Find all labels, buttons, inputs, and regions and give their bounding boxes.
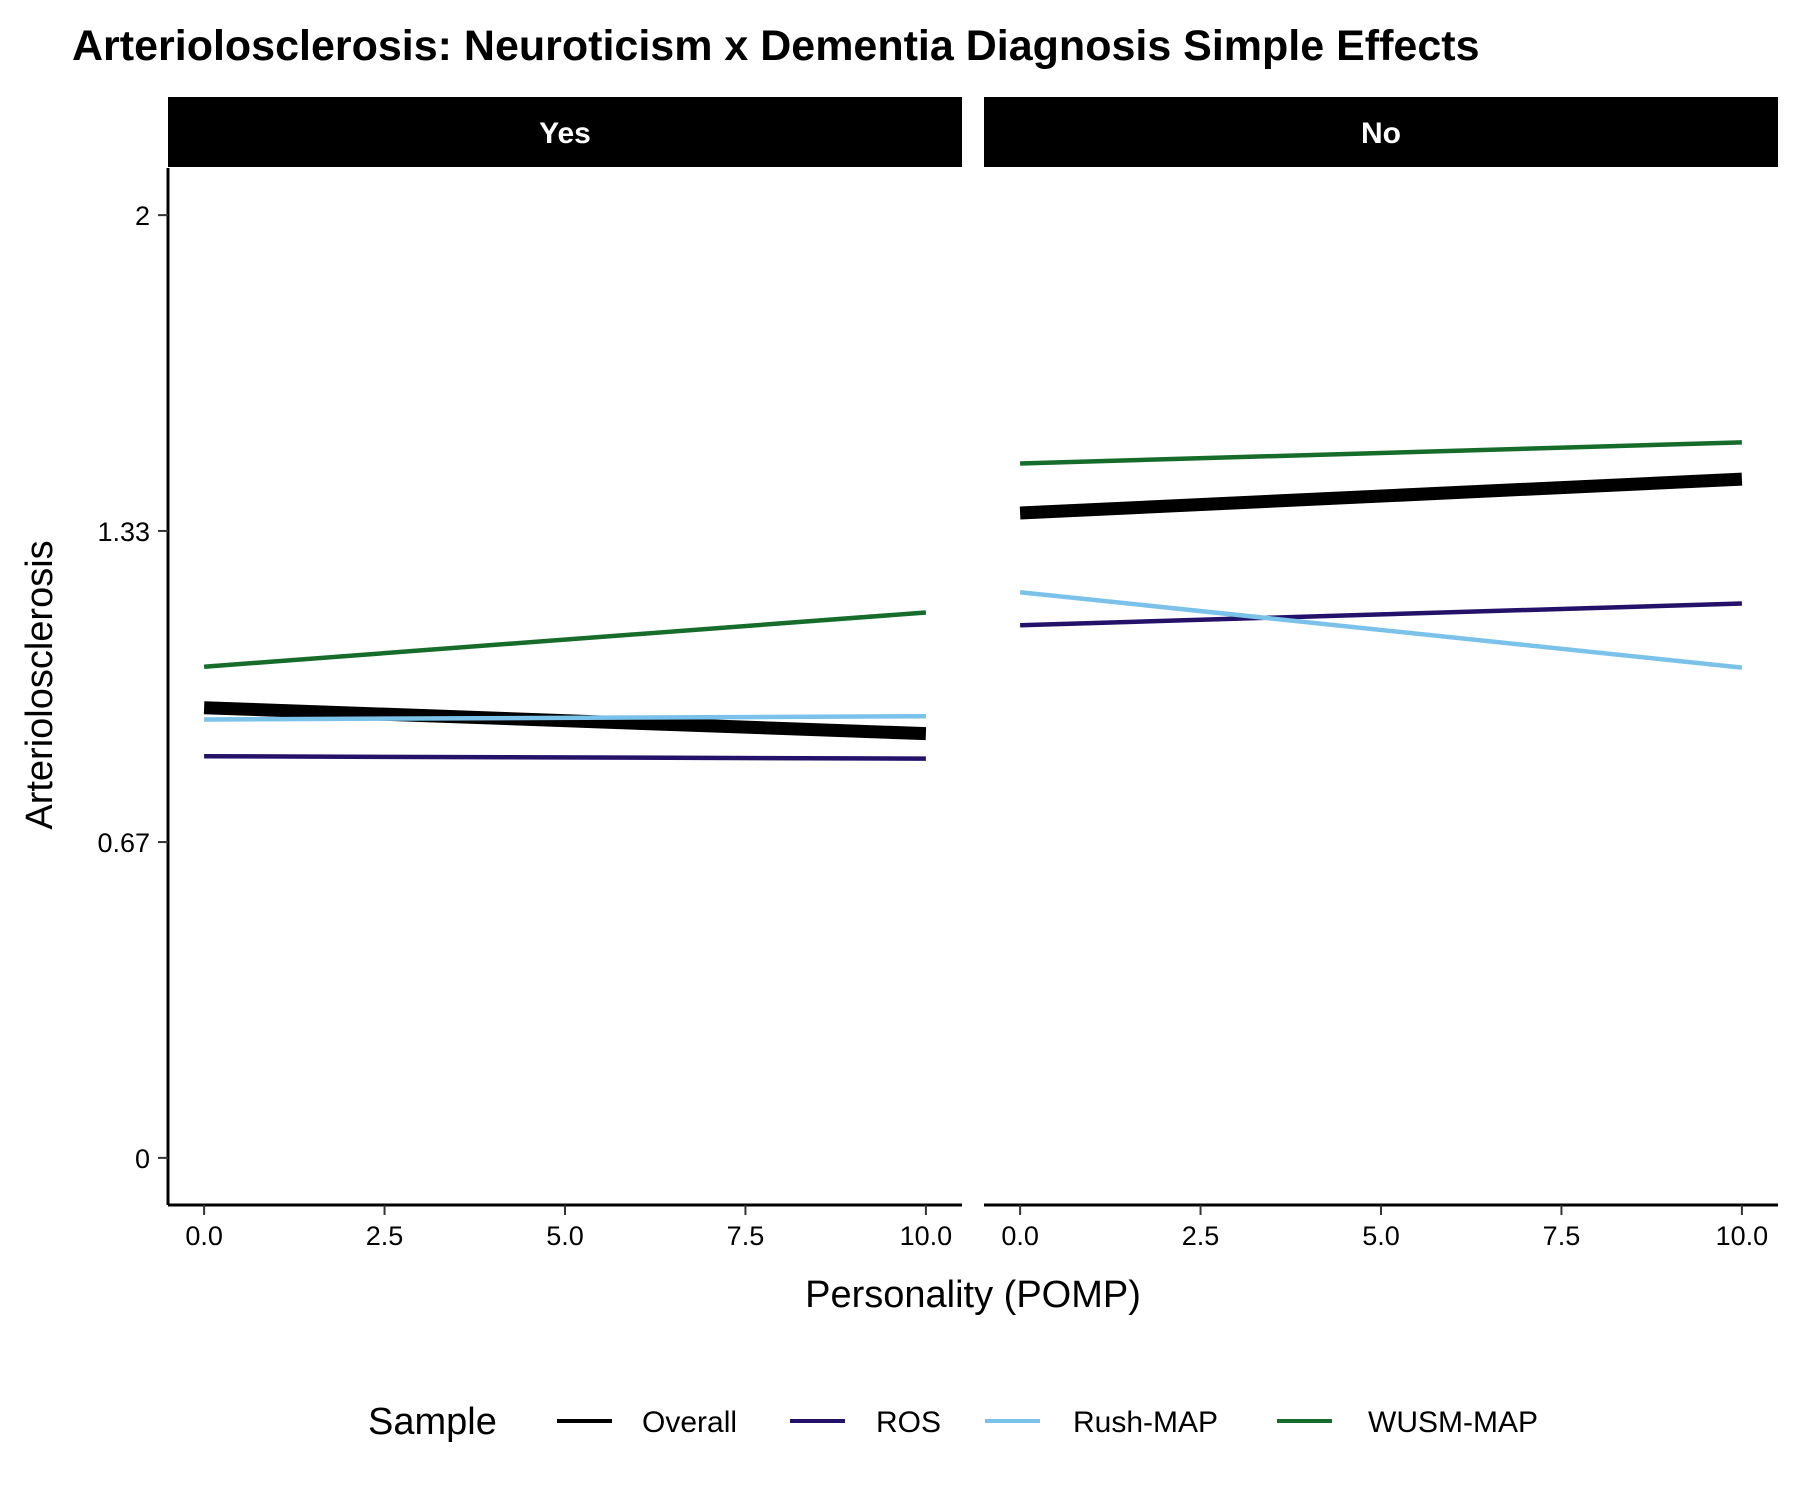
x-tick-label: 0.0 — [1001, 1221, 1039, 1251]
legend-label: WUSM-MAP — [1368, 1406, 1538, 1439]
legend-entry-overall: Overall — [557, 1406, 737, 1439]
x-tick-label: 2.5 — [1182, 1221, 1220, 1251]
series-line-overall — [203, 701, 927, 741]
facet-strip — [168, 97, 962, 167]
panel-yes: Yes 0.0 2.5 5.0 7.5 10.0 0 0.67 1.33 2 — [97, 97, 962, 1251]
facet-strip-label: No — [1361, 117, 1401, 150]
y-tick-label: 0 — [135, 1144, 150, 1174]
legend-entry-ros: ROS — [790, 1406, 941, 1439]
x-tick-label: 5.0 — [1362, 1221, 1400, 1251]
legend: Sample Overall ROS Rush-MAP WUSM-MAP — [368, 1401, 1538, 1443]
series-line-wusm-map — [1020, 440, 1742, 466]
x-tick-label: 7.5 — [1543, 1221, 1581, 1251]
series-line-rush-map — [204, 713, 926, 722]
x-tick-label: 2.5 — [366, 1221, 404, 1251]
y-tick-label: 2 — [135, 201, 150, 231]
chart-title: Arteriolosclerosis: Neuroticism x Dement… — [72, 22, 1480, 70]
y-tick-label: 1.33 — [97, 517, 150, 547]
panel-no: No 0.0 2.5 5.0 7.5 10.0 — [984, 97, 1778, 1251]
facet-strip — [984, 97, 1778, 167]
series-line-rush-map — [1019, 589, 1743, 670]
y-axis-title: Arteriolosclerosis — [19, 540, 61, 829]
legend-label: ROS — [876, 1406, 941, 1439]
legend-entry-wusm-map: WUSM-MAP — [1277, 1406, 1538, 1439]
y-tick-label: 0.67 — [97, 828, 150, 858]
x-axis-title: Personality (POMP) — [805, 1274, 1141, 1316]
x-tick-label: 0.0 — [185, 1221, 223, 1251]
series-line-overall — [1019, 472, 1743, 520]
series-line-ros — [1020, 601, 1742, 628]
x-tick-label: 10.0 — [900, 1221, 953, 1251]
legend-label: Rush-MAP — [1073, 1406, 1218, 1439]
x-tick-label: 10.0 — [1716, 1221, 1769, 1251]
legend-title: Sample — [368, 1401, 497, 1443]
facet-strip-label: Yes — [539, 117, 591, 150]
legend-entry-rush-map: Rush-MAP — [985, 1406, 1218, 1439]
x-tick-label: 7.5 — [727, 1221, 765, 1251]
panels: Yes 0.0 2.5 5.0 7.5 10.0 0 0.67 1.33 2 No 0.0 2.5 5.0… — [97, 97, 1778, 1251]
series-line-wusm-map — [203, 610, 927, 669]
series-line-ros — [204, 754, 926, 761]
x-tick-label: 5.0 — [546, 1221, 584, 1251]
legend-label: Overall — [642, 1406, 737, 1439]
